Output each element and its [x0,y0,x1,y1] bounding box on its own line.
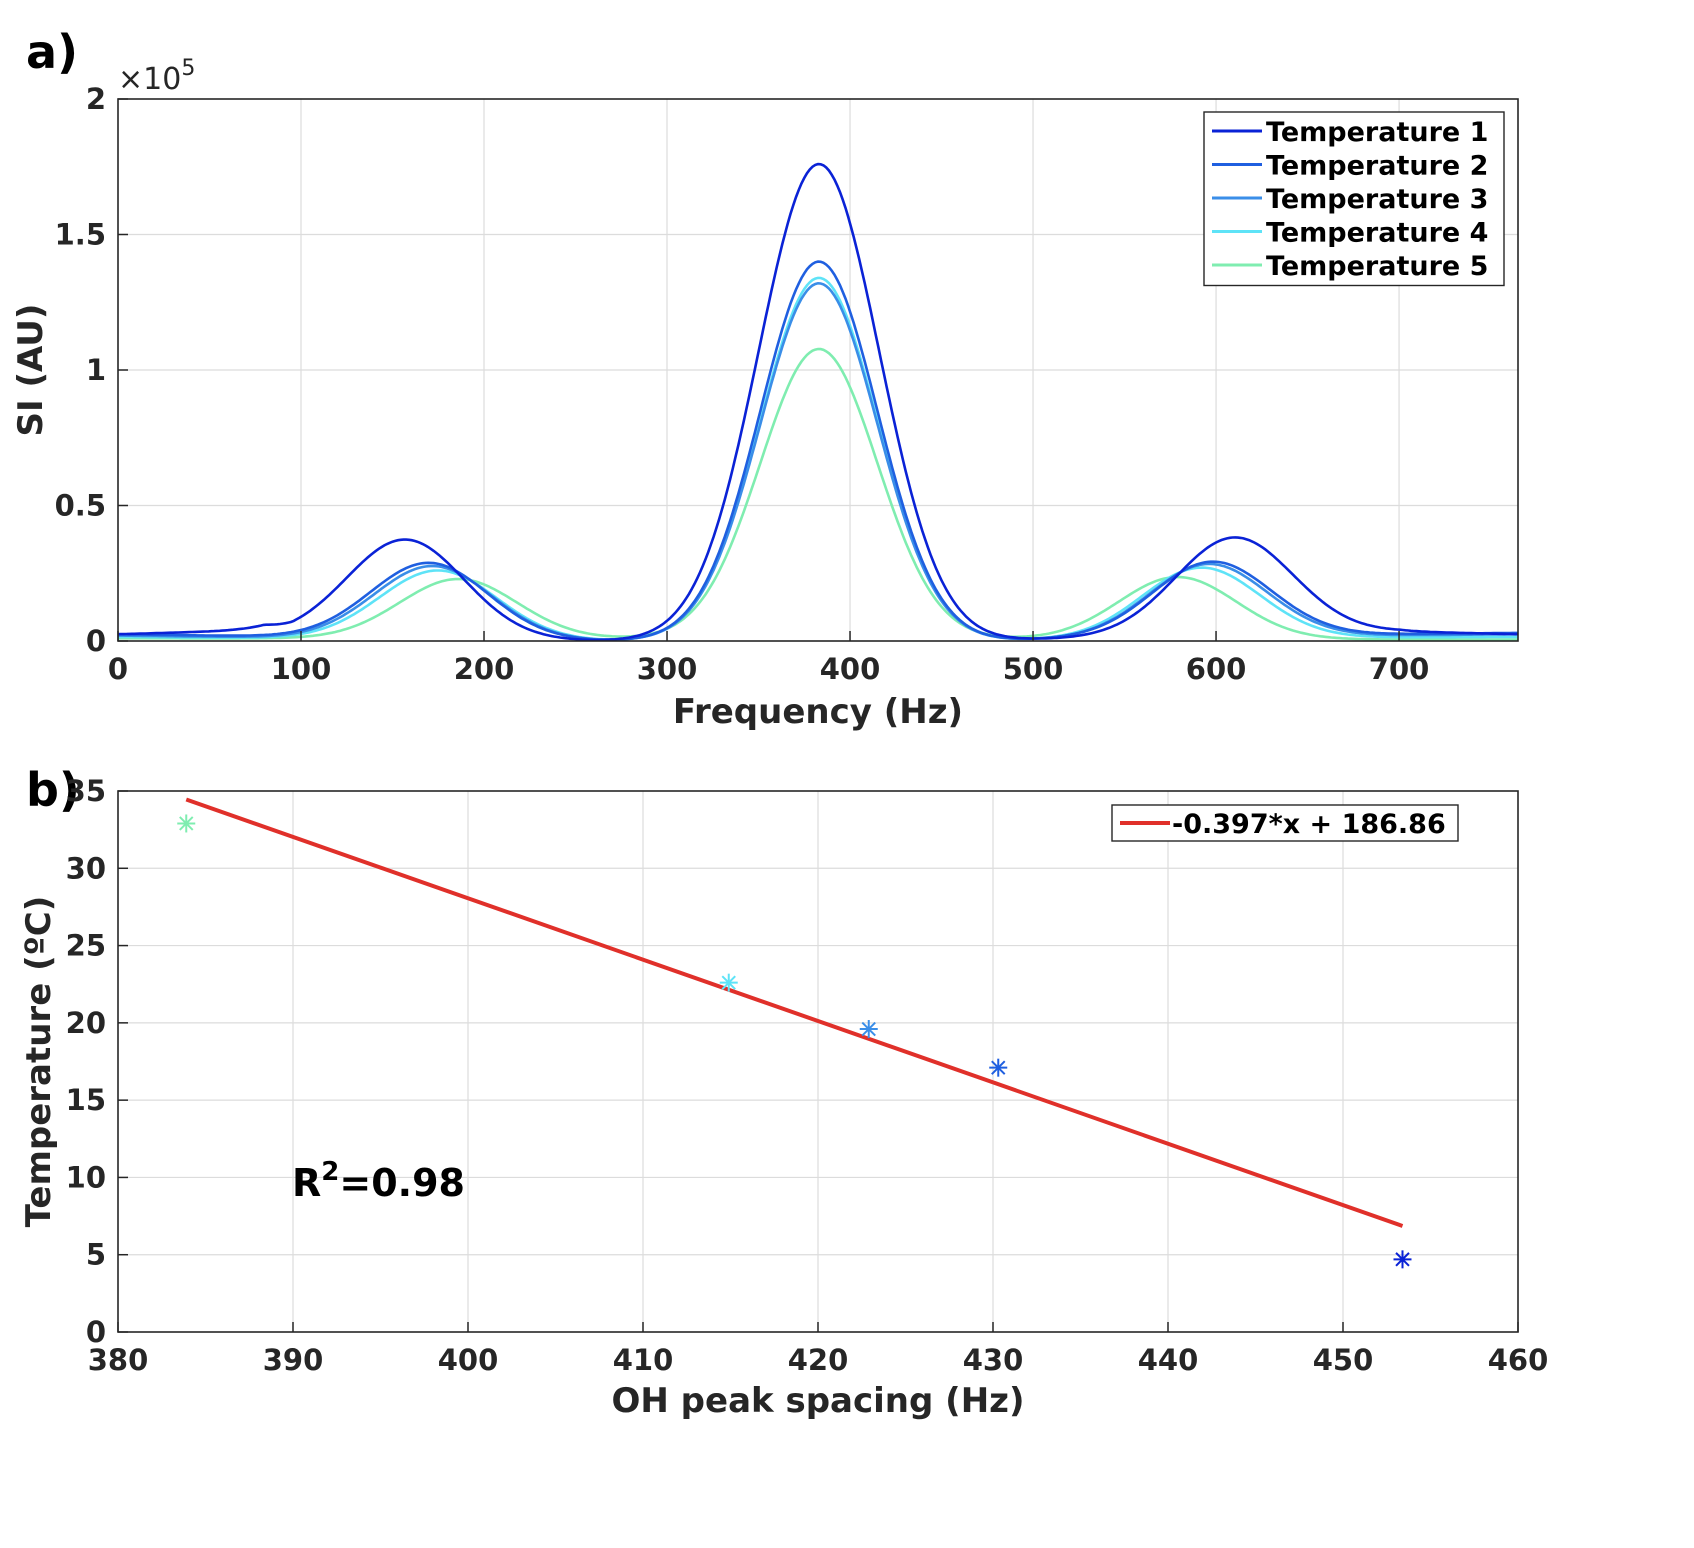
b-y-tick-label: 0 [86,1315,106,1349]
b-y-tick-label: 5 [86,1238,106,1272]
a-x-tick-label: 600 [1186,652,1247,686]
a-x-tick-label: 400 [820,652,881,686]
b-x-tick-label: 450 [1313,1343,1374,1377]
panel-a-label: a) [26,25,78,79]
a-x-tick-label: 300 [637,652,698,686]
series-line-temperature-1 [117,162,1518,642]
a-legend-label: Temperature 1 [1266,117,1488,148]
b-y-tick-label: 15 [66,1083,106,1117]
panel-b-ticks: 380 390 400 410 420 430 440 450 460 0 5 10 15 20 25 30 3… [66,774,1549,1377]
b-y-tick-label: 20 [66,1006,106,1040]
b-legend-label: -0.397*x + 186.86 [1172,809,1446,840]
b-y-tick-label: 30 [66,851,106,885]
y-multiplier-exponent: 5 [181,56,195,81]
r-squared-base: R [292,1161,321,1205]
b-x-tick-label: 430 [963,1343,1024,1377]
panel-a-x-axis-label: Frequency (Hz) [673,692,963,732]
a-legend-label: Temperature 5 [1266,251,1488,282]
b-x-tick-label: 420 [788,1343,849,1377]
b-x-tick-label: 390 [263,1343,324,1377]
panel-a-spectrum-chart: 0 100 200 300 400 500 600 700 0 0.5 1 1.5 2 ×105 Fre… [11,56,1519,732]
b-x-tick-label: 440 [1138,1343,1199,1377]
fit-line [185,797,1404,1228]
a-y-tick-label: 1 [86,353,106,387]
panel-b-grid [118,791,1518,1332]
panel-a-ticks: 0 100 200 300 400 500 600 700 0 0.5 1 1.5 2 [55,82,1430,686]
a-y-tick-label: 0 [86,624,106,658]
a-legend-label: Temperature 4 [1266,218,1488,249]
b-x-tick-label: 410 [613,1343,674,1377]
panel-b-legend: -0.397*x + 186.86 [1111,804,1459,842]
series-line-temperature-4 [117,276,1518,641]
b-x-tick-label: 460 [1488,1343,1549,1377]
data-point [1393,1250,1412,1269]
a-x-tick-label: 0 [108,652,128,686]
b-x-tick-label: 400 [438,1343,499,1377]
r-squared-annotation: R2=0.98 [292,1157,465,1205]
panel-b-x-axis-label: OH peak spacing (Hz) [611,1381,1024,1421]
a-x-tick-label: 100 [271,652,332,686]
r-squared-value: =0.98 [339,1161,465,1205]
b-x-tick-label: 380 [88,1343,149,1377]
panel-b-scatter-chart: 380 390 400 410 420 430 440 450 460 0 5 10 15 20 25 30 3… [19,774,1548,1421]
a-x-tick-label: 200 [454,652,515,686]
series-line-temperature-3 [118,281,1519,641]
panel-b-y-axis-label: Temperature (ºC) [19,896,59,1228]
b-y-tick-label: 35 [66,774,106,808]
a-y-tick-label: 1.5 [55,218,106,252]
panel-a-y-multiplier: ×105 [118,56,195,97]
data-point [177,814,196,833]
a-y-tick-label: 0.5 [55,489,106,523]
data-point [859,1020,878,1039]
panel-b-fit-line-group [185,797,1404,1228]
r-squared-sup: 2 [321,1157,339,1187]
b-y-tick-label: 10 [66,1160,106,1194]
panel-b-label: b) [26,763,80,817]
series-line-temperature-5 [118,347,1518,641]
a-legend-label: Temperature 2 [1266,151,1488,182]
data-point [989,1058,1008,1077]
series-line-temperature-2 [117,260,1518,641]
a-y-tick-label: 2 [86,82,106,116]
panel-b-points [177,814,1412,1269]
a-x-tick-label: 500 [1003,652,1064,686]
data-point [719,973,738,992]
b-y-tick-label: 25 [66,929,106,963]
panel-a-curves [117,162,1519,642]
y-multiplier-base: ×10 [118,62,181,97]
panel-a-y-axis-label: SI (AU) [11,304,51,437]
a-x-tick-label: 700 [1369,652,1430,686]
a-legend-label: Temperature 3 [1266,184,1488,215]
